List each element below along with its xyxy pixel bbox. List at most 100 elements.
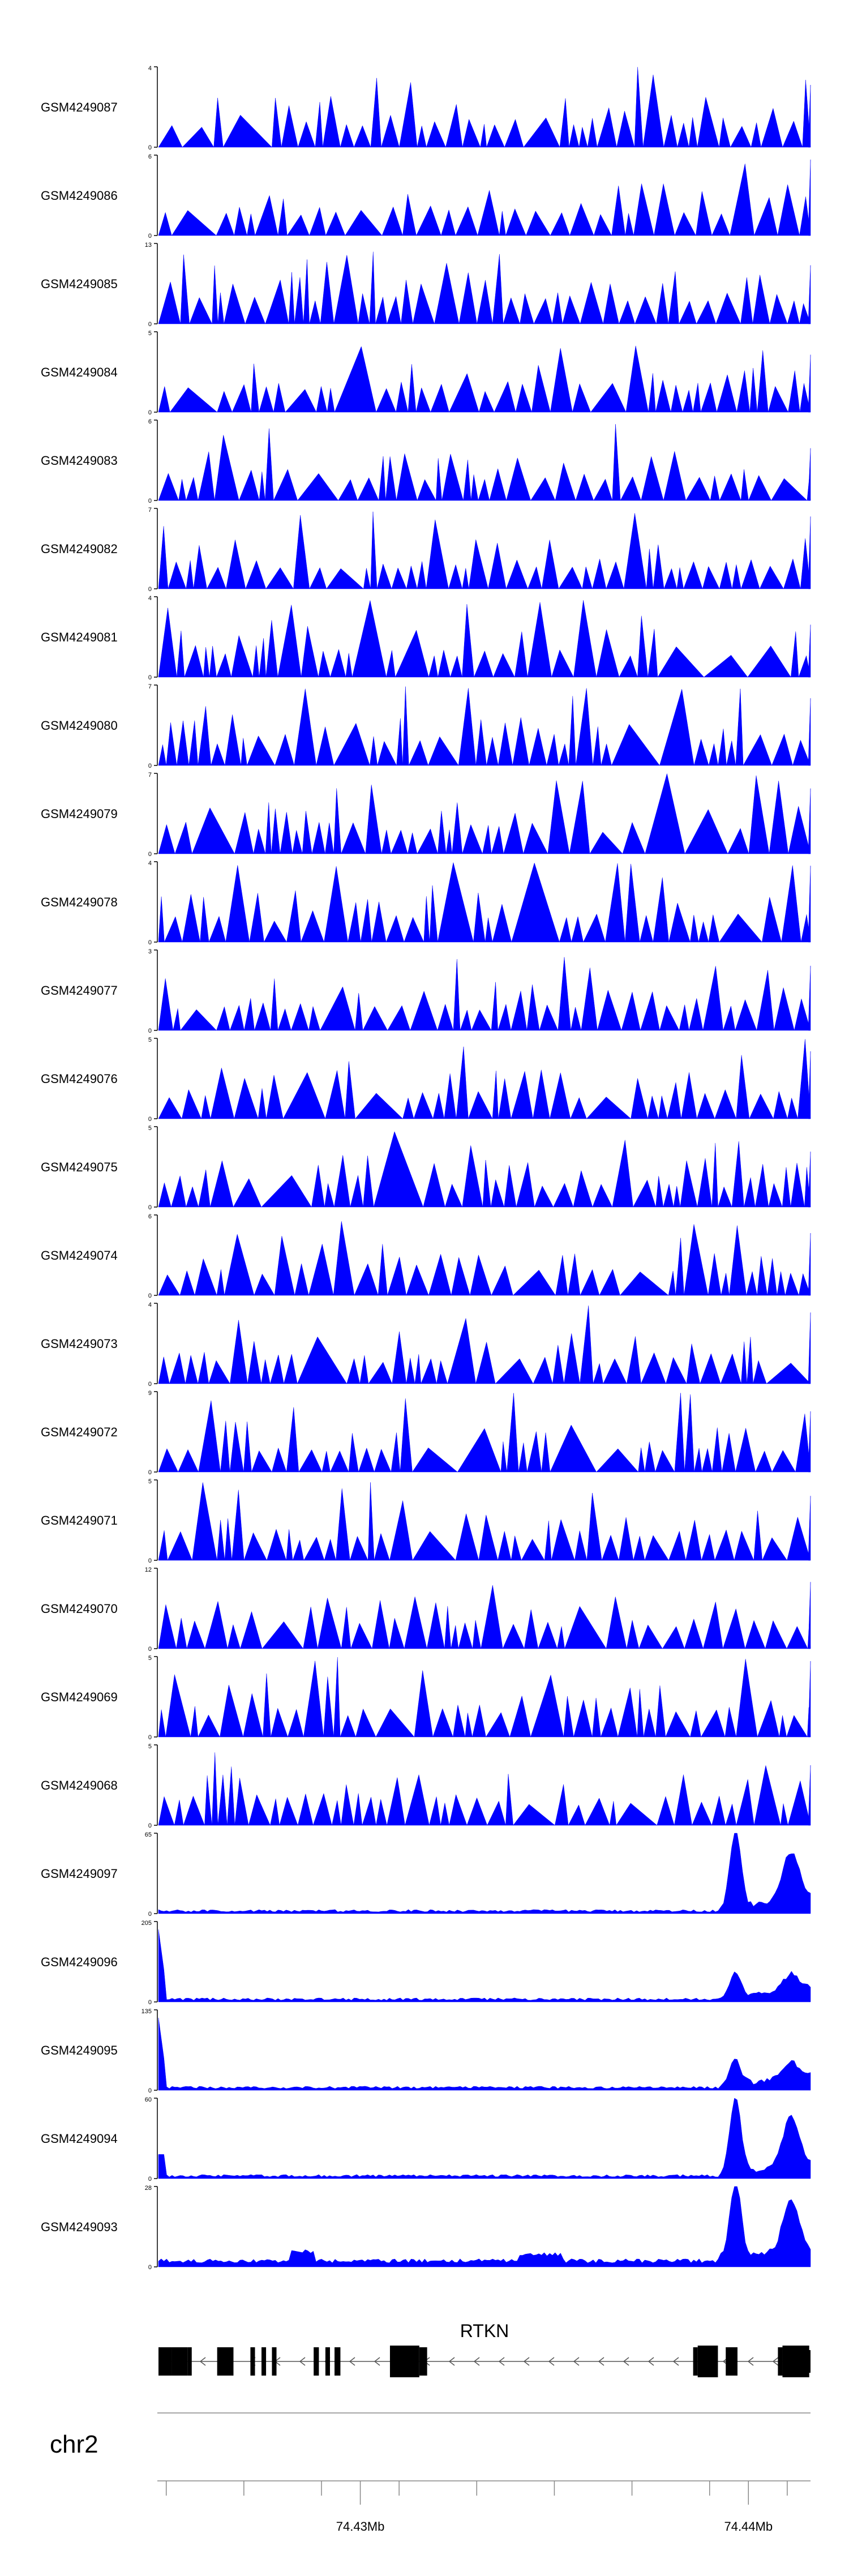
track-label: GSM4249076 [41, 1072, 118, 1086]
coverage-area [158, 1482, 811, 1561]
coverage-area [158, 2186, 811, 2267]
track-GSM4249085: GSM4249085 13 0 [41, 242, 811, 328]
y-tick-label-max: 4 [148, 595, 152, 602]
y-tick-label-max: 4 [148, 860, 152, 867]
track-label: GSM4249086 [41, 189, 118, 203]
track-GSM4249094: GSM4249094 60 0 [41, 2096, 811, 2183]
y-tick-label-max: 3 [148, 948, 152, 955]
track-GSM4249080: GSM4249080 7 0 [41, 683, 811, 769]
track-label: GSM4249071 [41, 1513, 118, 1527]
track-GSM4249078: GSM4249078 4 0 [41, 860, 811, 946]
strand-arrow [199, 2357, 206, 2366]
track-GSM4249095: GSM4249095 135 0 [41, 2008, 811, 2094]
chromosome-label: chr2 [50, 2430, 98, 2458]
exon-5 [250, 2347, 255, 2376]
y-tick-label-zero: 0 [148, 1911, 152, 1918]
exon-16 [778, 2347, 783, 2376]
coverage-area [158, 957, 811, 1031]
coverage-area [158, 1929, 811, 2002]
track-label: GSM4249087 [41, 100, 118, 114]
y-tick-label-zero: 0 [148, 409, 152, 416]
strand-arrow [623, 2357, 629, 2366]
coverage-area [158, 1582, 811, 1649]
track-label: GSM4249084 [41, 365, 118, 379]
track-GSM4249082: GSM4249082 7 0 [41, 507, 811, 593]
track-label: GSM4249078 [41, 895, 118, 909]
coverage-area [158, 1393, 811, 1473]
exon-4 [217, 2347, 234, 2376]
y-tick-label-zero: 0 [148, 851, 152, 858]
y-tick-label-zero: 0 [148, 2087, 152, 2094]
track-label: GSM4249094 [41, 2132, 118, 2146]
y-tick-label-zero: 0 [148, 2176, 152, 2183]
strand-arrow [374, 2357, 380, 2366]
track-GSM4249073: GSM4249073 4 0 [41, 1302, 811, 1388]
exon-12 [419, 2347, 427, 2376]
y-tick-label-max: 9 [148, 1390, 152, 1397]
track-GSM4249070: GSM4249070 12 0 [41, 1567, 811, 1653]
y-tick-label-zero: 0 [148, 1116, 152, 1123]
coverage-area [158, 424, 811, 501]
track-GSM4249087: GSM4249087 4 0 [41, 65, 811, 151]
track-GSM4249068: GSM4249068 5 0 [41, 1743, 811, 1829]
y-tick-label-max: 5 [148, 1125, 152, 1132]
exon-8 [314, 2347, 319, 2376]
track-label: GSM4249069 [41, 1690, 118, 1704]
strand-arrow [473, 2357, 480, 2366]
y-tick-label-zero: 0 [148, 939, 152, 946]
y-tick-label-zero: 0 [148, 1646, 152, 1653]
coverage-area [158, 511, 811, 589]
coverage-tracks: GSM424908740GSM424908660GSM4249085130GSM… [41, 65, 811, 2271]
coverage-area [158, 862, 811, 943]
strand-arrow [448, 2357, 455, 2366]
coverage-area [158, 773, 811, 854]
x-tick-label: 74.43Mb [336, 2519, 385, 2534]
y-tick-label-zero: 0 [148, 1469, 152, 1476]
track-GSM4249072: GSM4249072 9 0 [41, 1390, 811, 1476]
track-GSM4249086: GSM4249086 6 0 [41, 153, 811, 239]
exon-10 [335, 2347, 341, 2376]
strand-arrow [299, 2357, 306, 2366]
track-label: GSM4249074 [41, 1248, 118, 1263]
track-GSM4249075: GSM4249075 5 0 [41, 1125, 811, 1211]
y-tick-label-zero: 0 [148, 1028, 152, 1034]
y-tick-label-zero: 0 [148, 2264, 152, 2271]
track-label: GSM4249075 [41, 1160, 118, 1174]
track-GSM4249079: GSM4249079 7 0 [41, 772, 811, 858]
track-GSM4249093: GSM4249093 28 0 [41, 2185, 811, 2271]
coverage-area [158, 1221, 811, 1296]
y-tick-label-max: 12 [145, 1567, 152, 1573]
track-GSM4249074: GSM4249074 6 0 [41, 1213, 811, 1299]
track-label: GSM4249095 [41, 2043, 118, 2057]
y-tick-label-zero: 0 [148, 586, 152, 593]
track-label: GSM4249073 [41, 1337, 118, 1351]
coverage-area [158, 600, 811, 678]
x-tick-label: 74.44Mb [724, 2519, 773, 2534]
y-tick-label-zero: 0 [148, 321, 152, 328]
y-tick-label-max: 6 [148, 418, 152, 425]
track-GSM4249097: GSM4249097 65 0 [41, 1832, 811, 1918]
track-label: GSM4249068 [41, 1778, 118, 1792]
exon-11 [389, 2346, 419, 2377]
coverage-area [158, 686, 811, 766]
y-tick-label-zero: 0 [148, 1557, 152, 1564]
coverage-area [158, 67, 811, 148]
coverage-area [158, 1131, 811, 1208]
coverage-area [158, 251, 811, 324]
coverage-area [158, 1039, 811, 1119]
strand-arrow [573, 2357, 580, 2366]
y-tick-label-zero: 0 [148, 233, 152, 239]
track-label: GSM4249070 [41, 1602, 118, 1616]
y-tick-label-max: 65 [145, 1832, 152, 1838]
track-GSM4249077: GSM4249077 3 0 [41, 948, 811, 1034]
coverage-area [158, 1833, 811, 1914]
track-GSM4249081: GSM4249081 4 0 [41, 595, 811, 681]
y-tick-label-max: 13 [145, 242, 152, 249]
strand-arrow [548, 2357, 555, 2366]
y-tick-label-zero: 0 [148, 1204, 152, 1211]
strand-arrow [672, 2357, 679, 2366]
y-tick-label-zero: 0 [148, 1381, 152, 1388]
y-tick-label-max: 135 [142, 2008, 152, 2015]
exon-13 [693, 2347, 698, 2376]
strand-arrow [772, 2357, 779, 2366]
